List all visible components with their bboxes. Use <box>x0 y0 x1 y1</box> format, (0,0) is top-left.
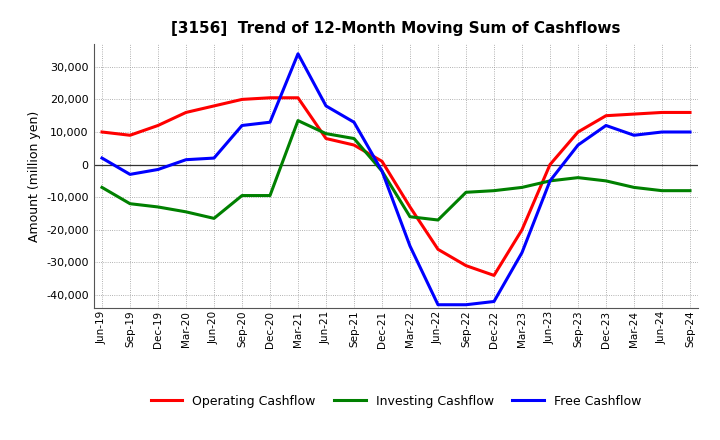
Operating Cashflow <box>350 143 359 148</box>
Operating Cashflow <box>98 129 107 135</box>
Free Cashflow <box>153 167 162 172</box>
Investing Cashflow <box>462 190 470 195</box>
Free Cashflow <box>294 51 302 56</box>
Free Cashflow <box>602 123 611 128</box>
Investing Cashflow <box>657 188 666 193</box>
Free Cashflow <box>574 143 582 148</box>
Free Cashflow <box>98 155 107 161</box>
Operating Cashflow <box>294 95 302 100</box>
Investing Cashflow <box>405 214 414 220</box>
Investing Cashflow <box>378 169 387 174</box>
Investing Cashflow <box>98 185 107 190</box>
Free Cashflow <box>518 250 526 255</box>
Free Cashflow <box>210 155 218 161</box>
Investing Cashflow <box>266 193 274 198</box>
Free Cashflow <box>657 129 666 135</box>
Legend: Operating Cashflow, Investing Cashflow, Free Cashflow: Operating Cashflow, Investing Cashflow, … <box>146 390 646 413</box>
Operating Cashflow <box>657 110 666 115</box>
Investing Cashflow <box>322 131 330 136</box>
Operating Cashflow <box>153 123 162 128</box>
Free Cashflow <box>630 132 639 138</box>
Free Cashflow <box>378 169 387 174</box>
Operating Cashflow <box>462 263 470 268</box>
Operating Cashflow <box>378 159 387 164</box>
Investing Cashflow <box>630 185 639 190</box>
Investing Cashflow <box>546 178 554 183</box>
Investing Cashflow <box>294 118 302 123</box>
Investing Cashflow <box>153 204 162 209</box>
Investing Cashflow <box>238 193 246 198</box>
Operating Cashflow <box>238 97 246 102</box>
Free Cashflow <box>546 178 554 183</box>
Investing Cashflow <box>433 217 442 223</box>
Investing Cashflow <box>574 175 582 180</box>
Title: [3156]  Trend of 12-Month Moving Sum of Cashflows: [3156] Trend of 12-Month Moving Sum of C… <box>171 21 621 36</box>
Investing Cashflow <box>210 216 218 221</box>
Operating Cashflow <box>210 103 218 109</box>
Operating Cashflow <box>126 132 135 138</box>
Operating Cashflow <box>266 95 274 100</box>
Operating Cashflow <box>602 113 611 118</box>
Free Cashflow <box>490 299 498 304</box>
Y-axis label: Amount (million yen): Amount (million yen) <box>27 110 40 242</box>
Free Cashflow <box>433 302 442 308</box>
Line: Free Cashflow: Free Cashflow <box>102 54 690 305</box>
Operating Cashflow <box>574 129 582 135</box>
Operating Cashflow <box>685 110 694 115</box>
Investing Cashflow <box>181 209 190 214</box>
Operating Cashflow <box>490 273 498 278</box>
Investing Cashflow <box>490 188 498 193</box>
Operating Cashflow <box>546 162 554 167</box>
Investing Cashflow <box>602 178 611 183</box>
Investing Cashflow <box>126 201 135 206</box>
Investing Cashflow <box>518 185 526 190</box>
Investing Cashflow <box>685 188 694 193</box>
Operating Cashflow <box>181 110 190 115</box>
Free Cashflow <box>462 302 470 308</box>
Free Cashflow <box>405 243 414 249</box>
Operating Cashflow <box>322 136 330 141</box>
Investing Cashflow <box>350 136 359 141</box>
Free Cashflow <box>266 120 274 125</box>
Free Cashflow <box>238 123 246 128</box>
Free Cashflow <box>322 103 330 109</box>
Free Cashflow <box>126 172 135 177</box>
Operating Cashflow <box>518 227 526 232</box>
Line: Investing Cashflow: Investing Cashflow <box>102 121 690 220</box>
Free Cashflow <box>350 120 359 125</box>
Line: Operating Cashflow: Operating Cashflow <box>102 98 690 275</box>
Operating Cashflow <box>433 247 442 252</box>
Free Cashflow <box>181 157 190 162</box>
Free Cashflow <box>685 129 694 135</box>
Operating Cashflow <box>630 111 639 117</box>
Operating Cashflow <box>405 204 414 209</box>
